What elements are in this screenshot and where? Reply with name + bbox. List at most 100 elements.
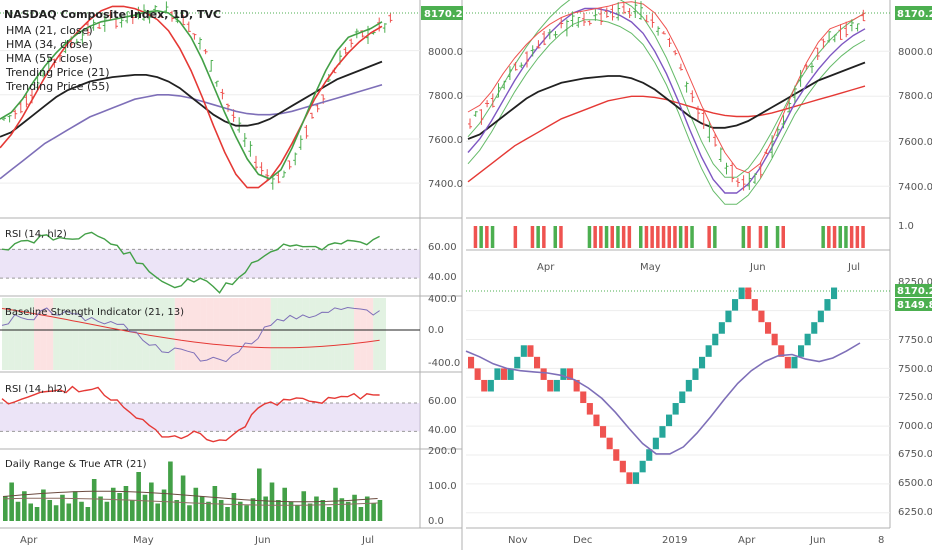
renko-brick [666, 414, 673, 427]
bsi-shade [334, 298, 342, 370]
rb-trend-line [465, 342, 861, 455]
atr-bar [364, 496, 370, 521]
atr-bar [72, 491, 78, 521]
atr-ytick-0: 0.0 [428, 516, 444, 527]
bsi-line [1, 306, 380, 363]
renko-brick [580, 391, 587, 404]
renko-brick [685, 379, 692, 392]
atr-bar [187, 505, 192, 521]
renko-brick [501, 368, 508, 380]
atr-bar [257, 468, 262, 521]
atr-bar [237, 501, 243, 521]
renko-brick [639, 460, 646, 473]
renko-brick [699, 356, 706, 369]
renko-brick [738, 287, 745, 300]
right-renko-pane [465, 287, 890, 514]
renko-brick [745, 287, 752, 300]
strip-bar [639, 226, 643, 248]
atr-bar [345, 501, 351, 521]
bsi-shade [181, 298, 188, 370]
strip-bar [838, 226, 842, 248]
lm-hma21-line [0, 9, 383, 180]
rsi2-ytick-40: 40.00 [428, 425, 457, 436]
renko-brick [586, 403, 593, 415]
strip-bar [861, 226, 865, 248]
atr-bar [269, 482, 275, 521]
bsi-ytick-400: 400.0 [428, 294, 457, 305]
strip-bar [553, 226, 557, 248]
strip-bar [661, 226, 666, 248]
atr-bar [250, 498, 256, 521]
bsi-shade [34, 298, 41, 370]
atr-bar [136, 472, 141, 521]
atr-bar [117, 493, 122, 521]
bsi-shade [360, 298, 367, 370]
lm-last-badge: 8170.2 [421, 6, 463, 20]
rb-second-value: 8149.8 [897, 300, 932, 311]
bsi-shade [238, 298, 246, 370]
legend-trend55: Trending Price (55) [5, 80, 110, 93]
strip-bar [678, 226, 683, 248]
renko-brick [600, 426, 607, 438]
atr-bar [180, 475, 186, 521]
atr-bar [320, 500, 326, 521]
lm-ytick-7800: 7800.0 [428, 91, 463, 102]
bsi-shade [270, 298, 278, 370]
atr-bar [206, 501, 211, 521]
atr-bar [47, 500, 53, 521]
strip-bar [855, 226, 860, 248]
rb-last-badge-bg [895, 284, 932, 297]
legend-hma55: HMA (55, close) [6, 52, 93, 65]
rsi1-line [1, 231, 380, 294]
bsi-shade [232, 298, 239, 370]
atr-bar [34, 507, 40, 521]
right-signal-strip [473, 226, 865, 248]
rbx-jun: Jun [809, 535, 826, 546]
strip-bar [536, 226, 540, 248]
atr-bar [307, 503, 313, 521]
bsi-shade [110, 298, 118, 370]
bsi-shade [91, 298, 98, 370]
renko-brick [547, 379, 554, 392]
renko-brick [633, 472, 640, 484]
renko-brick [527, 345, 534, 357]
bsi-shade [130, 298, 137, 370]
strip-bar [485, 226, 489, 248]
bsi-shade [8, 298, 15, 370]
renko-brick [593, 414, 600, 427]
strip-bar [627, 226, 632, 248]
atr-bar [301, 491, 307, 521]
rsi2-ytick-60: 60.00 [428, 396, 457, 407]
atr-bar [161, 489, 167, 521]
strip-bar [844, 226, 848, 248]
renko-brick [778, 345, 785, 357]
rtx-apr: Apr [537, 262, 555, 273]
renko-brick [553, 379, 560, 392]
strip-bar [473, 226, 478, 248]
bsi-signal-line [1, 308, 380, 349]
atr-title: Daily Range & True ATR (21) [5, 459, 147, 470]
strip-bar [587, 226, 592, 248]
atr-ytick-200: 200.0 [428, 446, 457, 457]
bsi-shade [117, 298, 124, 370]
atr-bar [326, 507, 332, 521]
strip-bar [849, 226, 854, 248]
atr-bar [91, 479, 97, 521]
rt-lower-env [467, 19, 866, 205]
atr-bar [288, 501, 294, 521]
atr-bar [174, 500, 180, 521]
renko-brick [567, 368, 574, 380]
strip-bar [741, 226, 746, 248]
rsi1-ytick-40: 40.00 [428, 272, 457, 283]
rbx-8: 8 [878, 535, 884, 546]
bsi-shade [136, 298, 143, 370]
strip-bar [644, 226, 649, 248]
lx-jun: Jun [254, 535, 271, 546]
renko-brick [765, 322, 772, 334]
renko-brick [534, 356, 541, 369]
rb-ytick-7250: 7250.0 [898, 392, 932, 403]
atr-bar [149, 482, 154, 521]
strip-bar [610, 226, 614, 248]
lm-ytick-8000: 8000.0 [428, 47, 463, 58]
rt-last-badge: 8170.2 [895, 6, 932, 20]
